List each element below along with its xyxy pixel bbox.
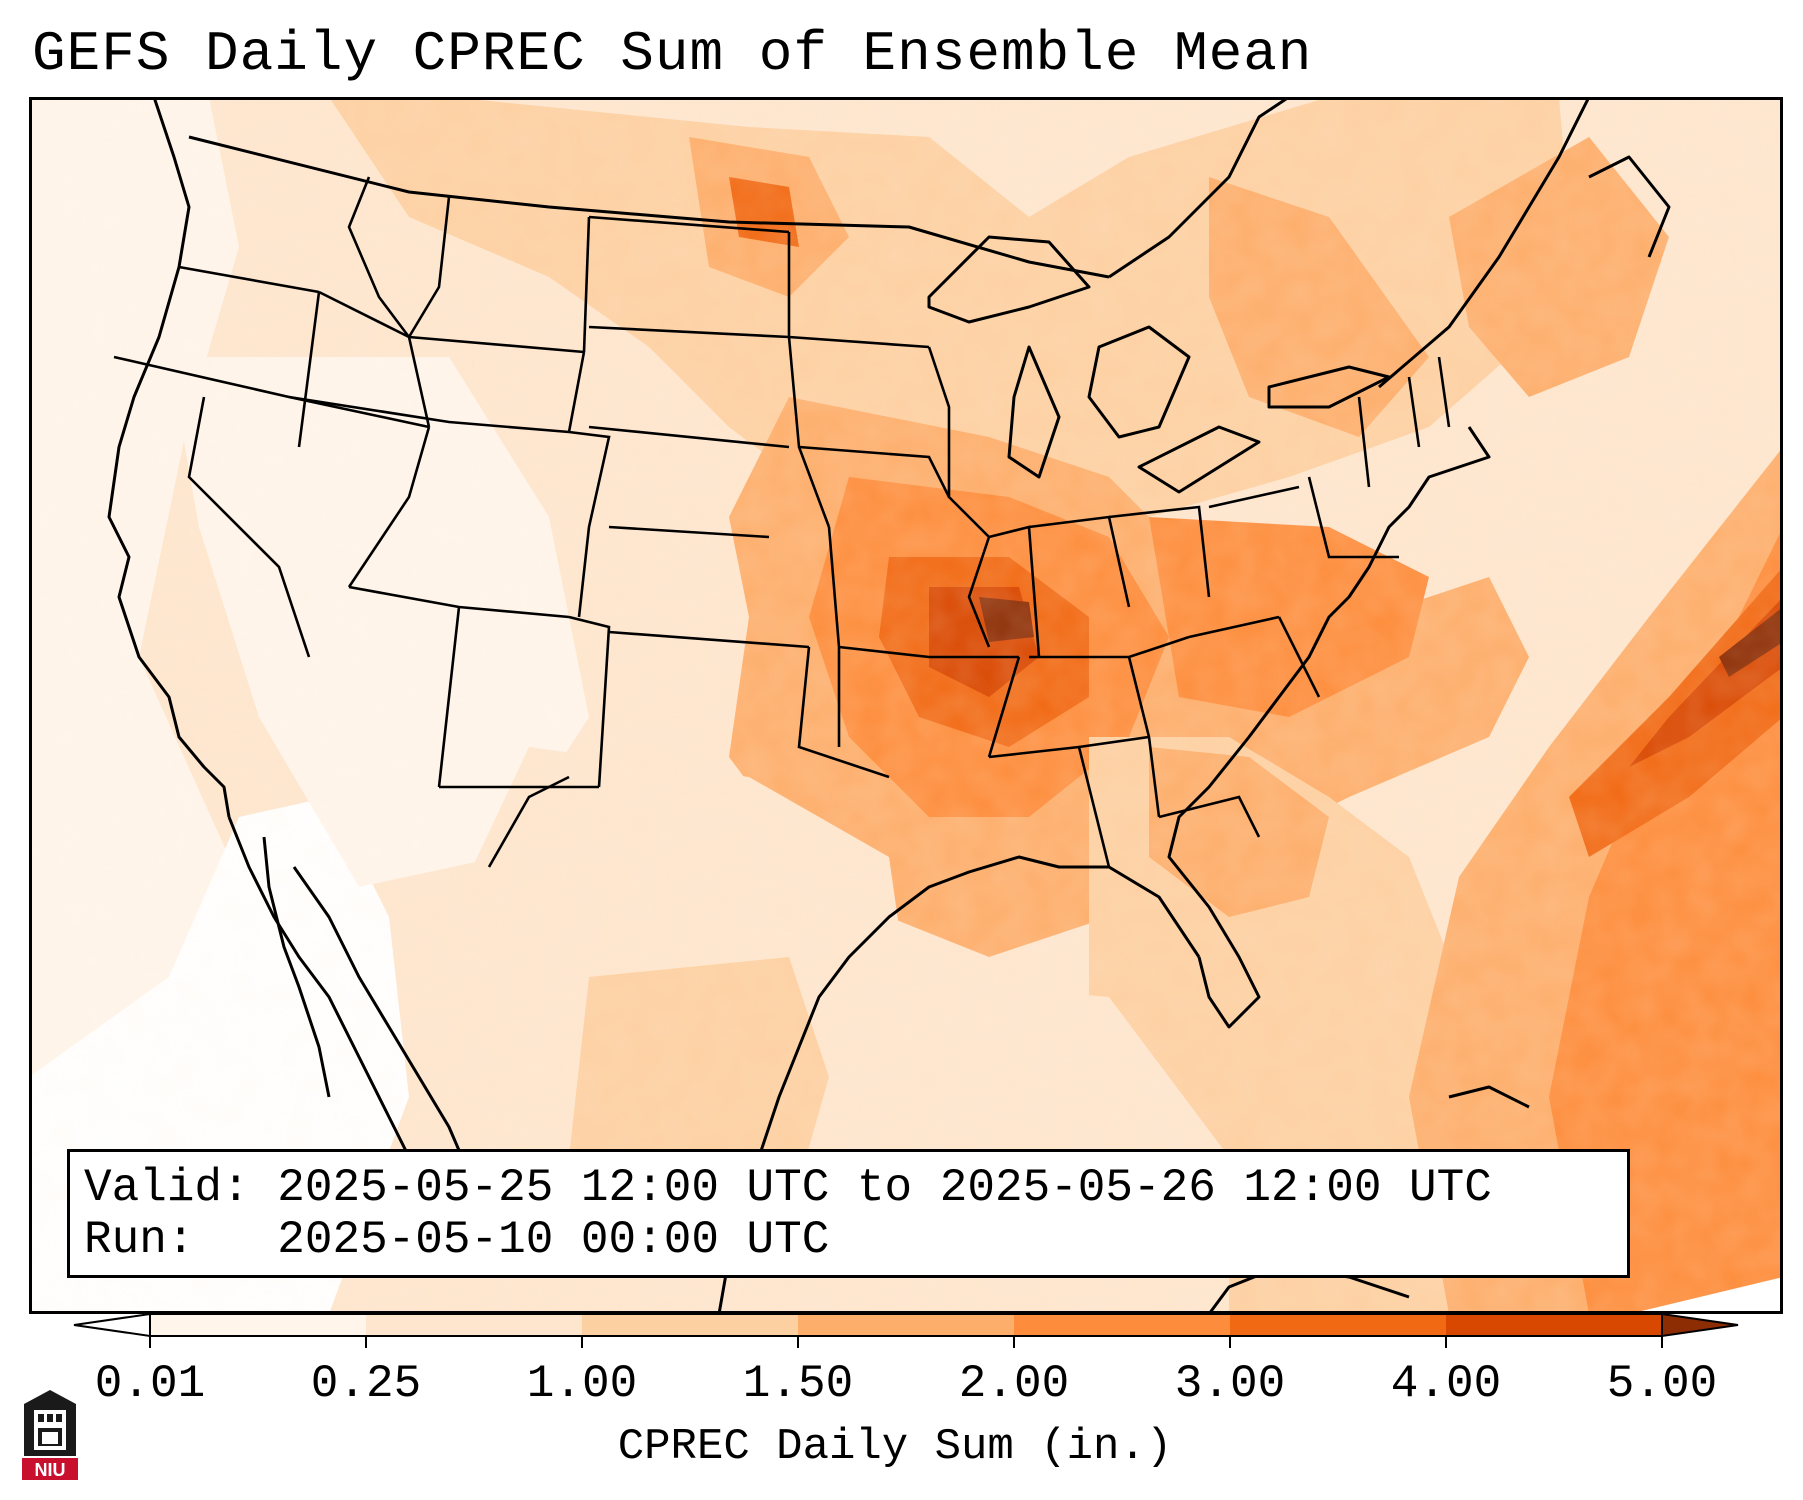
colorbar-tick-label: 2.00 — [958, 1358, 1070, 1410]
precip-field — [29, 97, 1783, 1314]
colorbar-tick-label: 5.00 — [1606, 1358, 1718, 1410]
colorbar-segment — [1014, 1314, 1230, 1336]
coastlines — [107, 97, 1671, 1314]
svg-text:NIU: NIU — [35, 1460, 66, 1480]
run-label: Run: — [84, 1214, 195, 1266]
colorbar-tick-label: 0.25 — [310, 1358, 422, 1410]
valid-label: Valid: — [84, 1162, 250, 1214]
colorbar-segment — [366, 1314, 582, 1336]
state-borders — [113, 176, 1451, 868]
niu-university-logo: NIU — [22, 1390, 78, 1480]
precip-map — [29, 97, 1783, 1314]
colorbar-tick-label: 3.00 — [1174, 1358, 1286, 1410]
run-value: 2025-05-10 00:00 UTC — [277, 1214, 830, 1266]
colorbar-under-extension — [73, 1312, 151, 1338]
colorbar-tick-label: 1.50 — [742, 1358, 854, 1410]
info-box: Valid: 2025-05-25 12:00 UTC to 2025-05-2… — [67, 1149, 1630, 1278]
colorbar-tick-label: 0.01 — [94, 1358, 206, 1410]
colorbar-frame — [149, 1313, 1663, 1337]
colorbar-segment — [1446, 1314, 1662, 1336]
colorbar-segment — [798, 1314, 1014, 1336]
colorbar-segment — [1230, 1314, 1446, 1336]
colorbar-segment — [582, 1314, 798, 1336]
valid-line: Valid: 2025-05-25 12:00 UTC to 2025-05-2… — [84, 1162, 1492, 1214]
colorbar-segment — [150, 1314, 366, 1336]
colorbar-tick-label: 4.00 — [1390, 1358, 1502, 1410]
colorbar-label: CPREC Daily Sum (in.) — [617, 1422, 1173, 1472]
map-title: GEFS Daily CPREC Sum of Ensemble Mean — [32, 22, 1313, 86]
colorbar-over-extension — [1661, 1312, 1739, 1338]
run-line: Run: 2025-05-10 00:00 UTC — [84, 1214, 829, 1266]
colorbar-tick-label: 1.00 — [526, 1358, 638, 1410]
colorbar — [73, 1312, 1739, 1348]
valid-value: 2025-05-25 12:00 UTC to 2025-05-26 12:00… — [277, 1162, 1492, 1214]
